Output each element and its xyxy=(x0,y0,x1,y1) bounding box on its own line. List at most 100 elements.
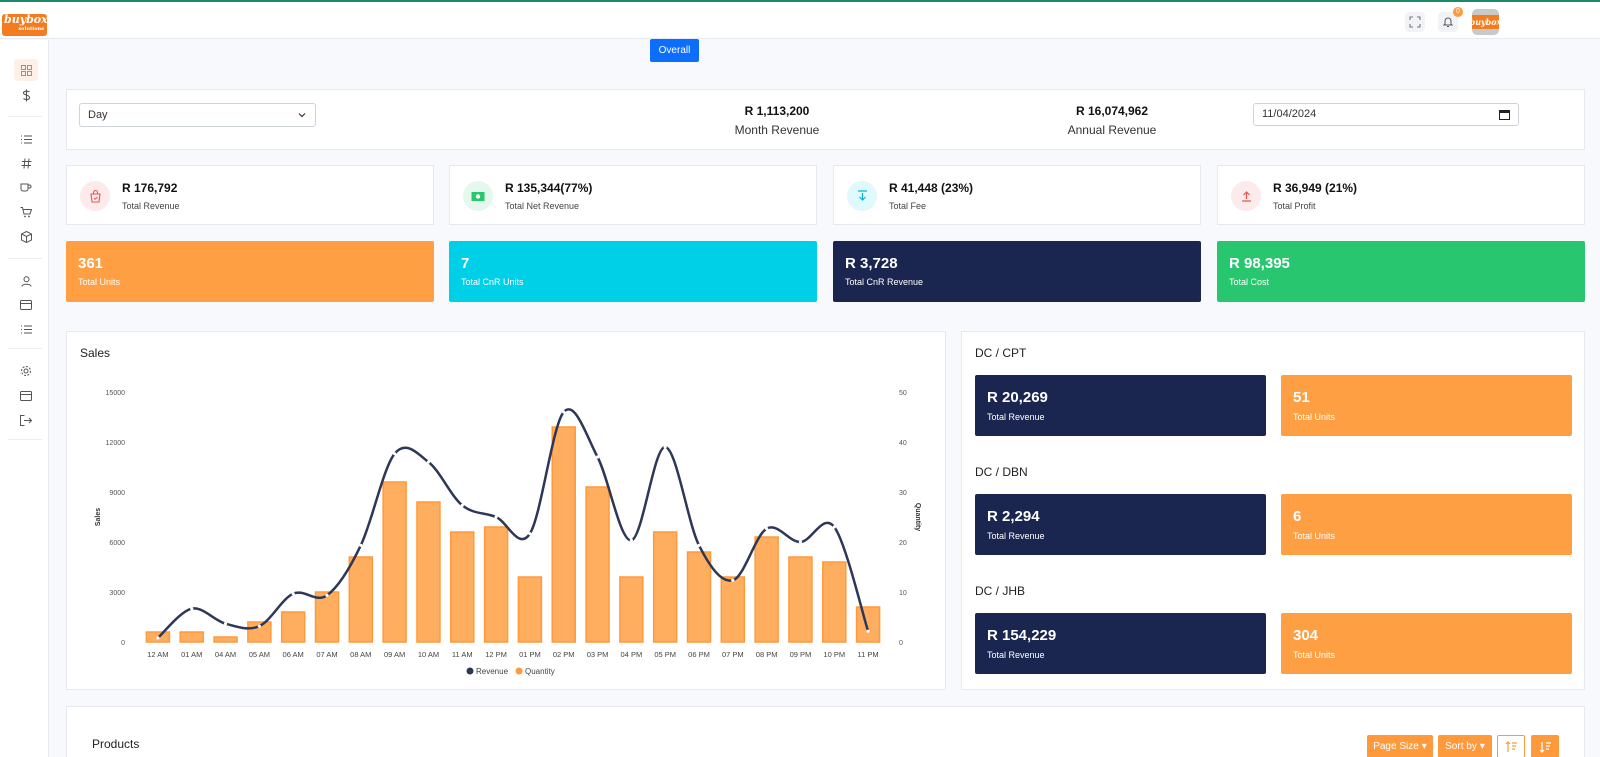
sort-by-button[interactable]: Sort by ▾ xyxy=(1438,735,1492,757)
y-tick-label: 15000 xyxy=(106,390,126,397)
dc-units-label: Total Units xyxy=(1293,531,1336,541)
legend-marker-quantity xyxy=(515,667,523,675)
revenue-point xyxy=(595,455,600,459)
y-tick-label: 3000 xyxy=(109,590,125,597)
products-title: Products xyxy=(92,737,140,751)
revenue-point xyxy=(190,607,194,611)
chart-bar xyxy=(382,481,407,643)
top-accent-line xyxy=(0,0,1600,2)
revenue-point xyxy=(291,592,295,596)
x-tick-label: 04 PM xyxy=(621,650,643,659)
sidebar-item-cup[interactable] xyxy=(14,176,38,198)
dc-revenue-tile: R 154,229 Total Revenue xyxy=(975,613,1266,674)
y-tick-label: 0 xyxy=(121,640,125,647)
sidebar-item-settings[interactable] xyxy=(14,360,38,382)
calendar-icon xyxy=(1499,110,1510,120)
tile-label: Total CnR Revenue xyxy=(845,277,924,287)
dc-units-tile: 51 Total Units xyxy=(1281,375,1572,436)
chart-bar xyxy=(416,501,441,643)
stat-label: Total Revenue xyxy=(122,201,180,211)
card-icon xyxy=(20,300,32,310)
revenue-point xyxy=(257,624,261,628)
logout-icon xyxy=(20,414,32,426)
stat-value: R 41,448 (23%) xyxy=(889,181,974,195)
products-card: Products Page Size ▾ Sort by ▾ xyxy=(66,706,1585,757)
y2-tick-label: 40 xyxy=(899,440,907,447)
sidebar-item-revenue[interactable] xyxy=(14,84,38,106)
gear-icon xyxy=(21,366,31,376)
revenue-point xyxy=(798,540,803,544)
revenue-point xyxy=(156,636,160,640)
sidebar-item-cart[interactable] xyxy=(14,201,38,223)
sidebar-item-logout[interactable] xyxy=(14,409,38,431)
upload-icon xyxy=(1241,191,1251,202)
sort-descending-button[interactable] xyxy=(1531,735,1559,757)
sidebar-item-payments[interactable] xyxy=(14,385,38,407)
page-size-button[interactable]: Page Size ▾ xyxy=(1367,735,1433,757)
chart-bar xyxy=(822,561,847,643)
chart-bar xyxy=(551,426,576,643)
chevron-down-icon xyxy=(298,113,306,118)
revenue-point xyxy=(765,527,769,531)
overall-button[interactable]: Overall xyxy=(650,39,699,62)
stat-label: Total Profit xyxy=(1273,201,1316,211)
sidebar-item-products[interactable] xyxy=(14,226,38,248)
revenue-point xyxy=(731,578,735,582)
chart-bar xyxy=(855,606,881,643)
dashboard-icon xyxy=(20,64,32,76)
sidebar-item-orders[interactable] xyxy=(14,128,38,150)
x-tick-label: 12 AM xyxy=(147,650,168,659)
tile-total-cnr-revenue: R 3,728 Total CnR Revenue xyxy=(833,241,1201,302)
money-icon xyxy=(471,191,485,201)
chart-bar xyxy=(280,611,306,643)
box-icon xyxy=(20,231,32,243)
stat-card-net-revenue: R 135,344(77%) Total Net Revenue xyxy=(449,165,817,225)
chart-bar xyxy=(754,536,779,643)
dc-units-value: 304 xyxy=(1293,627,1319,644)
y2-tick-label: 0 xyxy=(899,640,903,647)
sidebar xyxy=(0,40,49,757)
dc-revenue-label: Total Revenue xyxy=(987,531,1045,541)
dc-revenue-tile: R 2,294 Total Revenue xyxy=(975,494,1266,555)
tile-value: R 3,728 xyxy=(845,255,898,272)
legend-label-revenue: Revenue xyxy=(476,667,509,676)
sort-ascending-button[interactable] xyxy=(1497,735,1525,757)
tile-value: 361 xyxy=(78,255,104,272)
x-tick-label: 09 PM xyxy=(790,650,812,659)
y2-tick-label: 30 xyxy=(899,490,907,497)
dc-title: DC / CPT xyxy=(975,346,1027,360)
y-tick-label: 6000 xyxy=(109,540,125,547)
stat-card-total-fee: R 41,448 (23%) Total Fee xyxy=(833,165,1201,225)
stat-icon-circle xyxy=(463,181,493,211)
notification-count-badge: 0 xyxy=(1453,7,1463,17)
dollar-icon xyxy=(22,89,30,101)
fullscreen-button[interactable] xyxy=(1405,12,1425,32)
sidebar-item-users[interactable] xyxy=(14,270,38,292)
card-icon xyxy=(20,391,32,401)
revenue-point xyxy=(426,460,431,464)
legend-label-quantity: Quantity xyxy=(525,667,555,676)
sidebar-item-dashboard[interactable] xyxy=(14,59,38,81)
dc-units-label: Total Units xyxy=(1293,412,1336,422)
sales-card: Sales 15000 12000 9000 6000 3000 0 50 40 30 20 10 0… xyxy=(66,331,946,690)
stat-card-total-revenue: R 176,792 Total Revenue xyxy=(66,165,434,225)
sidebar-item-billing[interactable] xyxy=(14,294,38,316)
y-tick-label: 9000 xyxy=(109,490,125,497)
sidebar-item-reports[interactable] xyxy=(14,318,38,340)
user-avatar[interactable]: buybox xyxy=(1472,9,1499,35)
x-tick-label: 01 AM xyxy=(181,650,202,659)
stat-value: R 36,949 (21%) xyxy=(1273,181,1358,195)
notifications-button[interactable] xyxy=(1438,12,1458,32)
dc-units-value: 51 xyxy=(1293,389,1310,406)
y2-tick-label: 50 xyxy=(899,390,907,397)
brand-logo[interactable]: buybox solutions xyxy=(2,14,47,36)
x-tick-label: 04 AM xyxy=(215,650,236,659)
period-select[interactable]: Day xyxy=(79,103,316,127)
tile-label: Total Units xyxy=(78,277,121,287)
sidebar-item-numbers[interactable] xyxy=(14,152,38,174)
filter-card: Day R 1,113,200 Month Revenue R 16,074,9… xyxy=(66,89,1585,150)
chart-bar xyxy=(483,526,509,643)
dc-title: DC / JHB xyxy=(975,584,1026,598)
date-input[interactable]: 11/04/2024 xyxy=(1253,103,1519,126)
x-tick-label: 11 PM xyxy=(858,650,879,659)
